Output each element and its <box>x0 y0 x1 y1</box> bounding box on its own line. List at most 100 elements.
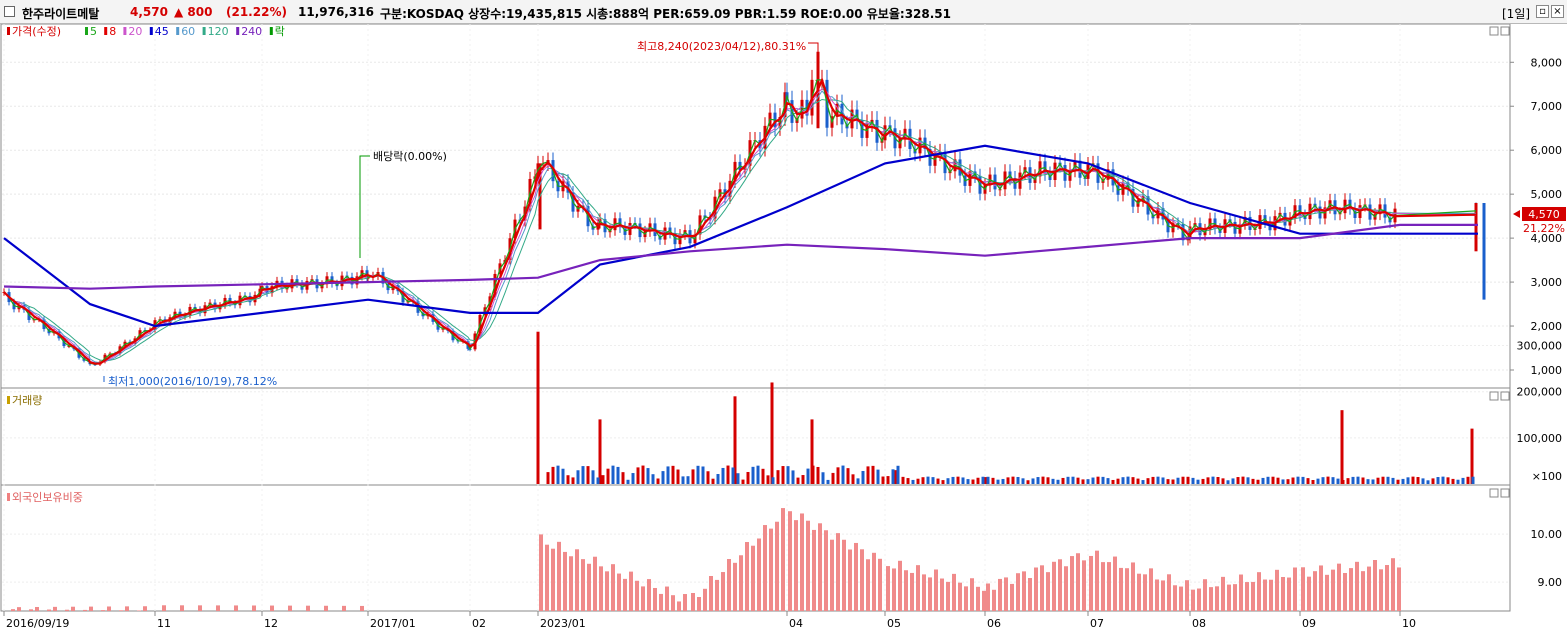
volume-bar <box>1446 477 1450 484</box>
foreign-bar <box>1287 577 1291 611</box>
foreign-bar <box>671 595 675 611</box>
volume-bar <box>1386 476 1390 484</box>
x-tick-label: 05 <box>887 617 901 630</box>
volume-bar <box>671 465 675 484</box>
dividend-marker <box>359 155 370 258</box>
volume-bar <box>1406 477 1410 484</box>
foreign-bar <box>892 568 896 611</box>
foreign-bar <box>1076 553 1080 611</box>
volume-bar <box>1436 477 1440 484</box>
volume-bar <box>681 476 685 484</box>
foreign-bar <box>928 577 932 611</box>
volume-bar <box>1366 479 1370 484</box>
foreign-bar <box>71 606 75 611</box>
volume-bar <box>666 466 670 484</box>
foreign-bar <box>1046 572 1050 611</box>
price-y-tick: 4,000 <box>1531 232 1563 245</box>
volume-bar <box>711 478 715 484</box>
volume-bar <box>1016 476 1020 484</box>
volume-bar <box>1351 476 1355 484</box>
volume-bar <box>926 476 930 484</box>
volume-bar <box>826 479 830 484</box>
legend-entry: 45 <box>155 25 169 38</box>
volume-bar <box>706 471 710 484</box>
foreign-bar <box>745 542 749 611</box>
volume-bar <box>1076 477 1080 484</box>
foreign-bar <box>763 525 767 611</box>
volume-bar <box>616 466 620 484</box>
stock-info: 구분:KOSDAQ 상장수:19,435,815 시총:888억 PER:659… <box>380 7 951 21</box>
volume-bar <box>876 469 880 484</box>
foreign-bar <box>1034 567 1038 611</box>
checkbox-icon[interactable] <box>4 6 15 17</box>
foreign-bar <box>1155 579 1159 611</box>
foreign-bar <box>806 520 810 611</box>
foreign-bar <box>1095 550 1099 611</box>
foreign-bar <box>940 578 944 611</box>
volume-bar <box>1141 480 1145 484</box>
legend-entry: 락 <box>275 25 285 38</box>
foreign-bar <box>818 523 822 611</box>
volume-bar <box>1166 479 1170 484</box>
x-tick-label: 04 <box>789 617 803 630</box>
price-y-tick: 2,000 <box>1531 320 1563 333</box>
volume-bar <box>1456 479 1460 484</box>
foreign-bar <box>1197 588 1201 611</box>
low-annotation: 최저1,000(2016/10/19),78.12% <box>108 375 277 388</box>
volume-bar <box>1251 478 1255 484</box>
foreign-bar <box>119 610 123 611</box>
volume-bar <box>641 465 645 484</box>
legend-entry: 8 <box>109 25 116 38</box>
volume-bar <box>626 479 630 484</box>
period-label[interactable]: [1일] <box>1502 7 1531 21</box>
close-icon[interactable]: × <box>1551 5 1564 18</box>
volume-bar <box>1341 480 1345 484</box>
volume-bar <box>906 478 910 484</box>
foreign-bar <box>653 587 657 611</box>
volume-bar <box>1246 477 1250 484</box>
volume-bar <box>736 473 740 484</box>
volume-bar <box>1196 479 1200 484</box>
volume-bar <box>1276 477 1280 484</box>
volume-bar <box>1461 477 1465 484</box>
volume-bar <box>1431 478 1435 484</box>
maximize-icon[interactable]: ▫ <box>1536 5 1549 18</box>
foreign-bar <box>1319 565 1323 611</box>
panel-buttons[interactable] <box>1489 26 1510 498</box>
foreign-bar <box>872 552 876 611</box>
foreign-bar <box>998 578 1002 611</box>
price-y-axis: 8,000 7,000 6,000 5,000 4,000 3,000 2,000 1,000 <box>1510 56 1562 377</box>
foreign-bar <box>611 564 615 611</box>
legend-entry: 20 <box>128 25 142 38</box>
foreign-bar <box>1251 581 1255 611</box>
foreign-bar <box>1167 574 1171 611</box>
volume-bar <box>1241 476 1245 484</box>
foreign-bar <box>1355 561 1359 611</box>
volume-bar <box>1146 478 1150 484</box>
volume-bar <box>1371 479 1375 484</box>
volume-bar <box>921 477 925 484</box>
foreign-bar <box>1233 584 1237 611</box>
foreign-bar <box>107 606 111 611</box>
foreign-bar <box>982 590 986 611</box>
volume-bar <box>946 478 950 484</box>
volume-legend: 거래량 <box>12 394 42 407</box>
foreign-bar <box>677 601 681 611</box>
title-bar: 한주라이트메탈 4,570 ▲ 800 (21.22%) 11,976,316 … <box>0 0 1567 24</box>
volume-bar <box>1216 477 1220 484</box>
foreign-bar <box>306 605 310 611</box>
foreign-bar <box>1221 576 1225 611</box>
volume-bar <box>796 477 800 484</box>
foreign-bar <box>587 563 591 611</box>
price-tag-box <box>1522 207 1566 221</box>
x-tick-label: 08 <box>1192 617 1206 630</box>
foreign-bar <box>1239 574 1243 611</box>
foreign-bar <box>952 573 956 611</box>
foreign-bar <box>125 606 129 611</box>
foreign-bar <box>65 609 69 611</box>
volume-bar <box>676 469 680 484</box>
volume-bar <box>691 469 695 484</box>
volume-bar <box>598 419 602 484</box>
volume-bar <box>861 470 865 484</box>
volume-bar <box>1211 476 1215 484</box>
